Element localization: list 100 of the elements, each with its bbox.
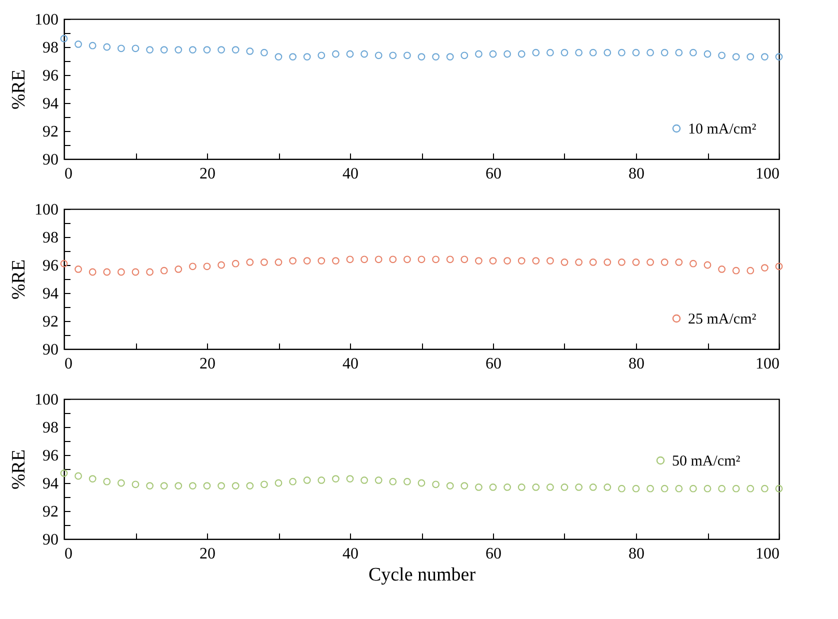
y-tick-label: 100 [34,12,58,28]
point [389,256,397,264]
point [374,52,382,60]
point [146,482,154,490]
y-tick-label: 90 [42,152,58,168]
point [103,43,111,51]
point [346,475,354,483]
point [318,257,326,265]
point [460,52,468,60]
x-tick-label: 0 [64,546,72,562]
point [60,469,68,477]
y-tick-label: 90 [42,342,58,358]
point [132,44,140,52]
point [160,266,168,274]
point [117,44,125,52]
point [589,258,597,266]
point [546,483,554,491]
point [474,483,482,491]
point [632,48,640,56]
point [560,258,568,266]
x-tick-label: 0 [64,356,72,372]
point [675,48,683,56]
x-tick-label: 100 [756,546,780,562]
point [303,476,311,484]
point [689,484,697,492]
point [532,257,540,265]
point [575,258,583,266]
point [88,42,96,50]
point [546,257,554,265]
point [188,482,196,490]
x-tick-label: 20 [200,356,216,372]
point [432,480,440,488]
y-axis-title: %RE [8,69,30,110]
point [346,256,354,264]
point [174,46,182,54]
point [446,482,454,490]
point [646,484,654,492]
x-tick-label: 100 [756,356,780,372]
x-axis-title: Cycle number [368,564,476,586]
point [103,268,111,276]
point [618,484,626,492]
x-tick-label: 20 [200,166,216,182]
point [575,483,583,491]
point [518,50,526,58]
point [403,478,411,486]
y-tick-label: 96 [42,258,58,274]
y-tick-label: 92 [42,504,58,520]
y-axis-title: %RE [8,259,30,300]
point [489,257,497,265]
point [232,46,240,54]
point [532,48,540,56]
point [589,48,597,56]
y-tick-label: 92 [42,314,58,330]
point [160,46,168,54]
point [274,258,282,266]
point [775,53,783,61]
point [160,482,168,490]
point [389,478,397,486]
point [589,483,597,491]
point [732,266,740,274]
legend-label: 10 mA/cm² [688,122,757,138]
point [418,479,426,487]
point [403,52,411,60]
point [446,53,454,61]
y-axis-title: %RE [8,449,30,490]
point [218,482,226,490]
point [618,48,626,56]
point [289,478,297,486]
point [188,262,196,270]
point [432,256,440,264]
point [260,480,268,488]
point [203,482,211,490]
x-tick-label: 40 [342,546,358,562]
point [575,48,583,56]
y-tick-label: 96 [42,448,58,464]
x-tick-label: 60 [486,166,502,182]
y-tick-label: 98 [42,40,58,56]
x-tick-label: 80 [628,546,644,562]
point [504,483,512,491]
point [489,50,497,58]
point [132,268,140,276]
point [232,482,240,490]
point [560,483,568,491]
point [546,48,554,56]
x-tick-label: 60 [486,546,502,562]
point [646,258,654,266]
y-tick-label: 90 [42,532,58,548]
x-tick-label: 80 [628,356,644,372]
point [718,484,726,492]
x-tick-label: 40 [342,356,358,372]
point [332,475,340,483]
point [403,256,411,264]
y-tick-label: 100 [34,202,58,218]
point [218,46,226,54]
point [632,484,640,492]
point [604,48,612,56]
point [474,50,482,58]
point [389,52,397,60]
point [518,257,526,265]
point [188,46,196,54]
